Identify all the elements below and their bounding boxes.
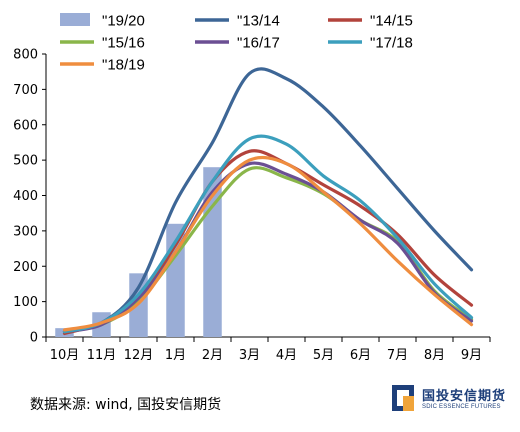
legend-item: "15/16 — [60, 35, 145, 52]
legend-item: "13/14 — [195, 13, 280, 30]
y-axis: 0 100 200 300 400 500 600 700 800 — [13, 48, 47, 346]
line-series — [62, 67, 474, 336]
legend-item: "18/19 — [60, 57, 145, 74]
x-axis: 10月 11月 12月 1月 2月 3月 4月 5月 6月 7月 8月 9月 — [45, 336, 491, 363]
x-tick-label: 12月 — [124, 348, 154, 363]
legend-label: "13/14 — [237, 13, 280, 30]
y-tick-label: 600 — [13, 118, 38, 133]
source-note: 数据来源: wind, 国投安信期货 — [30, 397, 222, 413]
legend-label: "19/20 — [102, 13, 145, 30]
legend-label: "17/18 — [370, 35, 413, 52]
logo-text-cn: 国投安信期货 — [422, 389, 507, 404]
legend-label: "15/16 — [102, 35, 145, 52]
x-tick-label: 4月 — [276, 348, 297, 363]
company-logo: 国投安信期货 SDIC ESSENCE FUTURES — [392, 381, 512, 421]
y-tick-label: 300 — [13, 224, 38, 239]
y-tick-label: 400 — [13, 189, 38, 204]
x-tick-label: 7月 — [387, 348, 408, 363]
chart: "19/20 "13/14 "14/15 "15/16 "16/17 "17/18 "18/… — [13, 13, 491, 363]
series-line — [62, 134, 474, 334]
series-line — [62, 161, 474, 334]
logo-mark-icon — [392, 385, 414, 411]
x-tick-label: 5月 — [313, 348, 334, 363]
y-tick-label: 200 — [13, 260, 38, 275]
legend-item: "16/17 — [195, 35, 280, 52]
x-tick-label: 6月 — [350, 348, 371, 363]
x-tick-label: 2月 — [202, 348, 223, 363]
x-tick-label: 10月 — [50, 348, 80, 363]
y-tick-label: 500 — [13, 154, 38, 169]
legend-label: "16/17 — [237, 35, 280, 52]
legend-label: "18/19 — [102, 57, 145, 74]
x-tick-label: 3月 — [239, 348, 260, 363]
series-line — [62, 67, 474, 334]
series-line — [62, 155, 474, 332]
legend: "19/20 "13/14 "14/15 "15/16 "16/17 "17/18 "18/… — [60, 13, 413, 74]
x-tick-label: 8月 — [424, 348, 445, 363]
y-tick-label: 800 — [13, 48, 38, 63]
y-tick-label: 700 — [13, 83, 38, 98]
x-tick-label: 11月 — [87, 348, 117, 363]
legend-item: "17/18 — [328, 35, 413, 52]
legend-item: "14/15 — [328, 13, 413, 30]
legend-swatch — [60, 13, 90, 26]
x-tick-label: 1月 — [165, 348, 186, 363]
legend-item: "19/20 — [60, 13, 145, 30]
y-tick-label: 100 — [13, 295, 38, 310]
legend-label: "14/15 — [370, 13, 413, 30]
bar-series — [55, 167, 222, 337]
x-tick-label: 9月 — [461, 348, 482, 363]
y-tick-label: 0 — [30, 331, 38, 346]
logo-text-en: SDIC ESSENCE FUTURES — [422, 404, 501, 410]
